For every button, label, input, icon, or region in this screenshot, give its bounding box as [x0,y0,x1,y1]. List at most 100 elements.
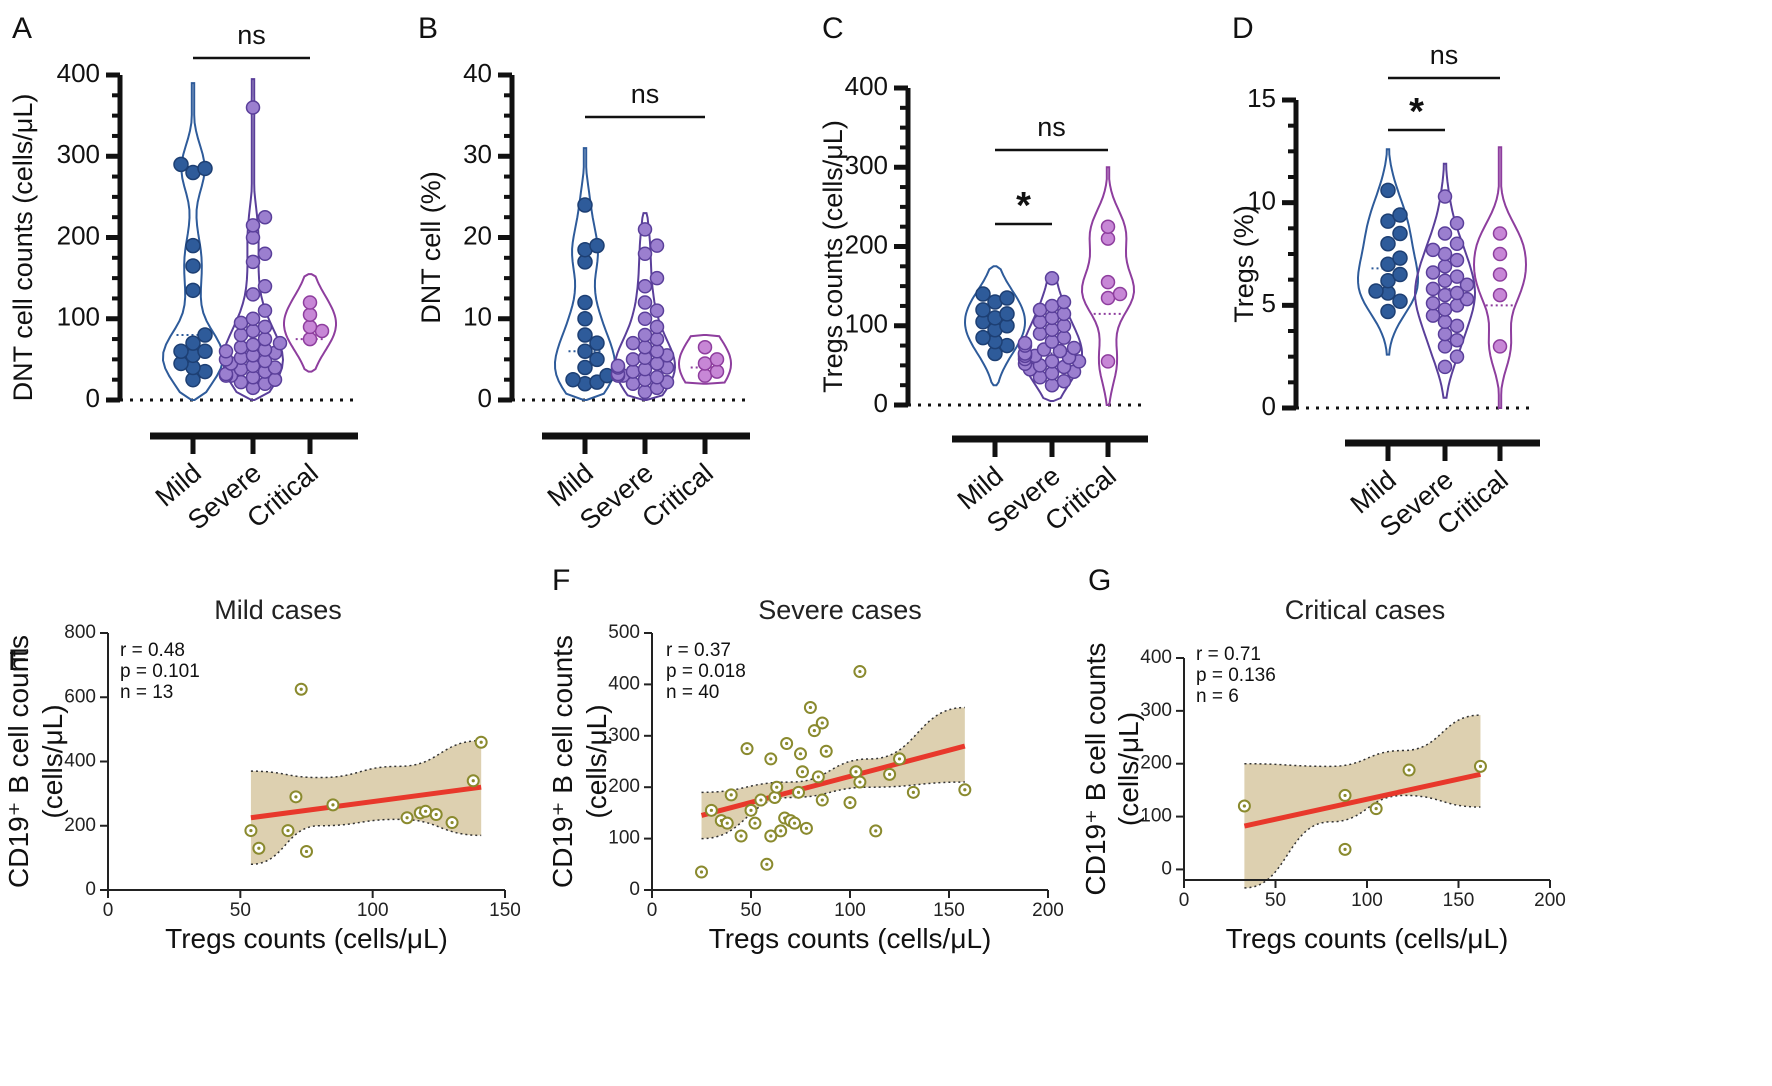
stat-p: p = 0.136 [1196,665,1276,686]
significance-label: * [1409,91,1424,133]
x-tick-label: 150 [489,900,521,921]
data-point-severe [245,287,261,302]
data-point-severe [1437,273,1453,288]
data-point-severe [1437,302,1453,317]
y-tick-label: 300 [845,150,888,180]
panel-G: G Critical cases 0 50 100 150 200 0 100 200 300 400… [1080,564,1566,954]
data-point-severe [1425,296,1441,311]
data-point-mild [577,197,593,213]
data-point-severe [637,384,653,400]
data-point-mild [589,237,605,254]
x-tick-label: 200 [1534,890,1566,911]
y-tick-label: 5 [1262,288,1276,318]
data-point-severe [245,311,261,326]
data-point-severe [272,335,288,351]
data-point-severe [257,246,273,261]
y-tick-label: 0 [478,383,492,413]
data-point-severe [625,335,641,351]
y-axis-label: CD19⁺ B cell counts [547,635,578,888]
data-point-severe [257,209,273,225]
data-point-severe [257,279,273,294]
data-point-mild [589,351,605,368]
scatter-point-center [286,828,290,833]
scatter-point-center [854,770,858,774]
regression-line [250,784,482,821]
data-point-critical [1492,339,1508,354]
data-point-severe [637,327,653,343]
x-tick-label: 150 [1443,890,1475,911]
violin-critical [1472,146,1528,409]
y-tick-label: 10 [463,302,492,332]
y-tick-label: 100 [608,828,640,849]
scatter-point-center [257,846,261,850]
stat-p: p = 0.018 [666,661,746,682]
data-point-mild [589,335,605,351]
violin-critical [678,334,732,385]
data-point-severe [1044,354,1060,369]
regression-line [700,743,966,818]
data-point-critical [697,368,713,383]
stat-n: n = 13 [120,682,173,703]
x-axis-label: Tregs counts (cells/μL) [709,923,992,954]
data-point-mild [173,343,189,359]
data-point-severe [649,331,665,347]
scatter-point-center [897,757,902,761]
scatter-point-center [471,779,475,783]
scatter-point-center [1407,768,1411,772]
data-point-critical [697,356,713,371]
data-point-mild [1380,272,1396,289]
data-point-severe [637,279,653,294]
scatter-point-center [798,752,803,756]
data-point-severe [1425,308,1441,323]
data-point-mild [565,371,581,388]
chart-title: Mild cases [214,595,342,625]
stat-r: r = 0.37 [666,640,731,661]
scatter-point-center [963,788,967,792]
data-point-severe [1044,377,1060,393]
data-point-severe [649,270,665,286]
data-point-severe [1449,349,1465,364]
data-point-severe [1044,310,1060,326]
y-tick-label: 40 [463,58,492,88]
data-point-mild [1392,225,1408,242]
data-point-critical [1112,286,1128,302]
data-point-severe [1425,281,1441,297]
scatter-point-center [824,749,828,753]
x-tick-label: 50 [230,900,251,921]
data-point-critical [1100,219,1116,234]
confidence-band [701,707,965,839]
data-point-mild [1392,207,1408,223]
data-point-severe [1056,294,1072,310]
data-point-severe [1437,287,1453,303]
data-point-critical [1492,287,1508,303]
y-axis-label: Tregs counts (cells/μL) [818,120,848,393]
violin-mild [1356,148,1420,356]
data-point-severe [637,222,653,237]
y-axis-label: DNT cell counts (cells/μL) [8,94,38,402]
y-tick-label: 200 [57,220,100,250]
stat-r: r = 0.48 [120,640,185,661]
data-point-critical [1100,274,1116,290]
data-point-mild [173,156,189,173]
y-axis-label: Tregs (%) [1229,205,1259,323]
data-point-severe [1032,302,1048,318]
data-point-mild [577,294,593,311]
data-point-mild [1380,182,1396,199]
data-point-severe [637,339,653,355]
data-point-mild [1380,256,1396,273]
x-tick-label: 100 [834,900,866,921]
data-point-severe [1425,265,1441,280]
data-point-critical [302,295,318,310]
data-point-severe [257,319,273,335]
data-point-severe [245,230,261,245]
significance-label: ns [631,79,660,109]
x-axis-label: Tregs counts (cells/μL) [165,923,448,954]
scatter-point-center [816,775,820,779]
data-point-mild [1392,293,1408,309]
data-point-severe [649,238,665,253]
y-tick-label: 0 [85,879,96,900]
data-point-mild [975,329,991,346]
panel-letter: C [822,12,844,45]
data-point-severe [649,370,665,385]
y-tick-label: 300 [1140,700,1172,721]
